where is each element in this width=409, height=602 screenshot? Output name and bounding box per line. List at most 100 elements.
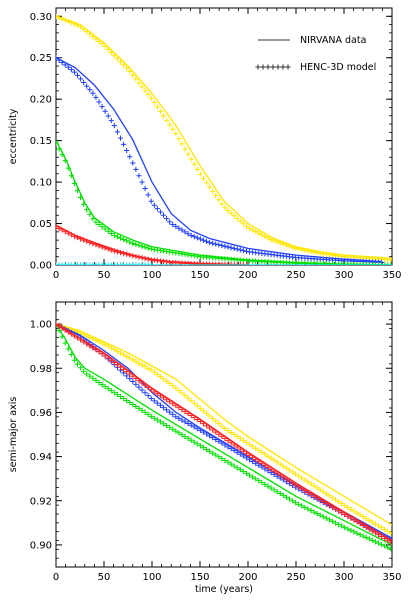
series-0-marker bbox=[302, 477, 308, 483]
series-3-marker bbox=[222, 435, 228, 442]
series-0-marker bbox=[120, 352, 127, 358]
series-3-marker bbox=[111, 360, 117, 366]
series-2-marker bbox=[271, 487, 277, 493]
series-1-marker bbox=[194, 425, 200, 432]
series-1-marker bbox=[102, 108, 108, 114]
series-1-marker bbox=[154, 400, 160, 406]
series-2-marker bbox=[99, 224, 105, 230]
series-1-marker bbox=[68, 67, 74, 73]
series-0-marker bbox=[289, 469, 296, 475]
series-2-marker bbox=[293, 500, 299, 506]
series-0-marker bbox=[225, 207, 231, 214]
series-2-marker bbox=[323, 515, 329, 521]
series-0-marker bbox=[222, 205, 228, 211]
series-0-marker bbox=[280, 463, 286, 469]
series-2-marker bbox=[237, 467, 243, 473]
series-0-marker bbox=[157, 108, 164, 115]
series-0-marker bbox=[145, 91, 151, 98]
series-1-marker bbox=[219, 242, 225, 249]
series-0-marker bbox=[173, 131, 179, 137]
series-2-marker bbox=[388, 546, 392, 552]
series-0-marker bbox=[231, 213, 237, 219]
series-1-marker bbox=[108, 117, 114, 124]
series-3-marker bbox=[369, 528, 376, 534]
series-2-marker bbox=[182, 433, 188, 440]
series-0-marker bbox=[375, 523, 382, 529]
series-0-marker bbox=[191, 400, 197, 406]
series-0-marker bbox=[253, 229, 259, 235]
series-0-marker bbox=[265, 453, 271, 459]
series-0-marker bbox=[182, 392, 188, 399]
series-2-marker bbox=[253, 476, 259, 482]
series-1-marker bbox=[237, 451, 243, 457]
series-0-marker bbox=[207, 184, 213, 190]
series-3-marker bbox=[308, 491, 314, 497]
series-1-marker bbox=[243, 455, 250, 461]
series-3-marker bbox=[173, 403, 179, 409]
series-2-marker bbox=[96, 221, 102, 228]
series-3-marker bbox=[342, 511, 348, 518]
series-3-marker bbox=[154, 391, 160, 397]
series-0-marker bbox=[259, 232, 265, 238]
series-3-marker bbox=[256, 458, 262, 464]
series-2-marker bbox=[127, 399, 133, 406]
eccentricity-panel: 0 50 100 150 200 250 300 350 0.00 0.05 0.10 0.15 0.2… bbox=[8, 7, 402, 281]
series-0-marker bbox=[286, 467, 293, 473]
series-0-marker bbox=[219, 423, 225, 429]
series-0-marker bbox=[188, 398, 194, 404]
series-2-marker bbox=[216, 454, 222, 460]
series-4-marker bbox=[117, 262, 124, 265]
series-4-marker bbox=[74, 262, 81, 265]
series-3-marker bbox=[59, 325, 65, 331]
series-1-marker bbox=[133, 381, 139, 387]
series-0-marker bbox=[114, 56, 121, 62]
series-1-marker bbox=[96, 99, 102, 105]
series-0-marker bbox=[262, 233, 268, 240]
series-4-marker bbox=[139, 262, 145, 265]
y-tick-label: 0.10 bbox=[30, 178, 52, 189]
series-3-marker bbox=[234, 444, 240, 450]
series-3-marker bbox=[102, 353, 108, 359]
series-0-marker bbox=[305, 479, 311, 485]
series-1-marker bbox=[179, 417, 185, 423]
series-1-marker bbox=[157, 402, 164, 408]
series-2-marker bbox=[326, 517, 333, 523]
series-2-marker bbox=[142, 409, 148, 415]
series-1-marker bbox=[216, 242, 222, 248]
series-0-marker bbox=[323, 491, 329, 497]
series-1-marker bbox=[65, 64, 71, 70]
series-3-marker bbox=[84, 341, 90, 347]
series-3-marker bbox=[299, 486, 305, 492]
legend-marker-sample bbox=[255, 64, 291, 70]
series-2-marker bbox=[240, 468, 246, 475]
series-0-marker bbox=[219, 201, 225, 207]
series-3-marker bbox=[68, 232, 74, 238]
series-2-marker bbox=[262, 481, 268, 487]
series-0-marker bbox=[173, 385, 179, 391]
series-0-marker bbox=[105, 46, 111, 53]
series-1-marker bbox=[173, 414, 179, 420]
x-tick-label: 50 bbox=[98, 572, 111, 583]
series-2-marker bbox=[329, 518, 336, 525]
series-0-marker bbox=[194, 403, 200, 409]
series-2-marker bbox=[369, 537, 376, 543]
series-2-marker bbox=[379, 541, 385, 548]
y-tick-label: 0.15 bbox=[30, 136, 52, 147]
series-3-marker bbox=[56, 224, 59, 230]
series-1-marker bbox=[127, 376, 133, 382]
series-3-marker bbox=[139, 380, 145, 386]
series-3-marker bbox=[56, 321, 59, 327]
series-3-marker bbox=[87, 239, 93, 246]
series-0-marker bbox=[191, 161, 197, 167]
legend: NIRVANA data HENC-3D model bbox=[255, 35, 376, 73]
series-0-marker bbox=[84, 28, 90, 35]
series-0-marker bbox=[87, 334, 93, 341]
series-0-marker bbox=[124, 65, 130, 71]
series-3-marker bbox=[157, 393, 164, 399]
series-0-marker bbox=[326, 493, 333, 499]
series-0-marker bbox=[262, 451, 268, 457]
series-0-marker bbox=[127, 68, 133, 75]
series-1-marker bbox=[228, 245, 234, 251]
series-0-marker bbox=[102, 341, 108, 348]
series-4-marker bbox=[59, 262, 65, 265]
